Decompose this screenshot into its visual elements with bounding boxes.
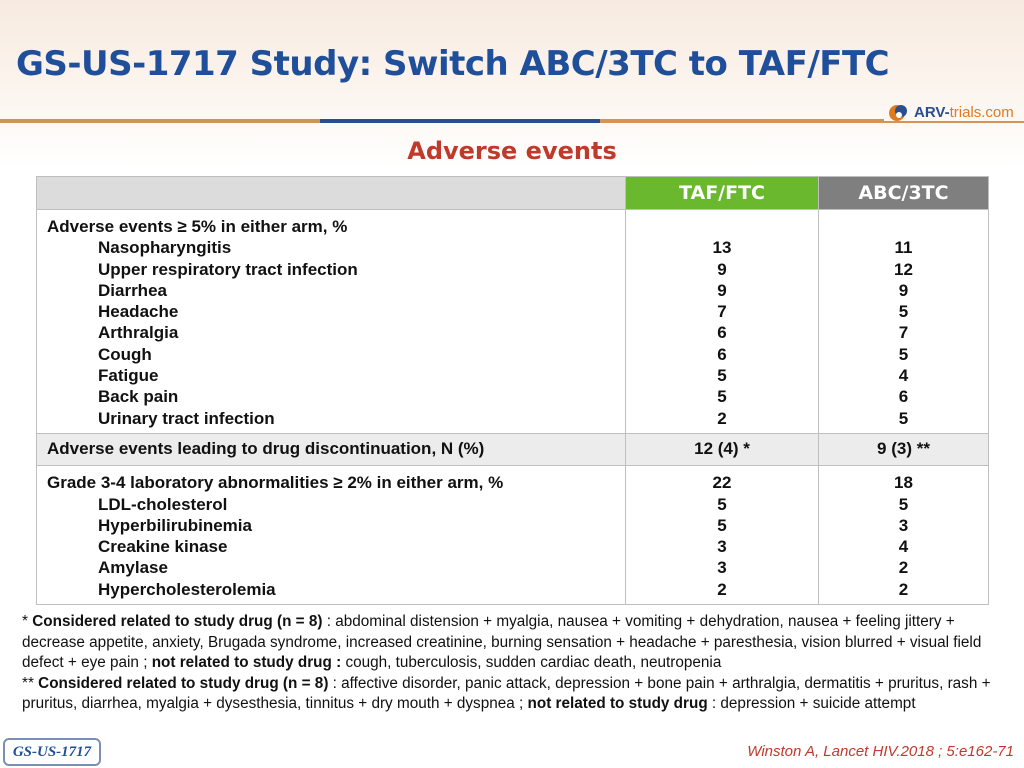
arv-trials-logo: ARV-trials.com bbox=[888, 100, 1018, 128]
column-header-taf-ftc: TAF/FTC bbox=[625, 176, 819, 210]
taf-ftc-values-cell: 12 (4) * bbox=[625, 432, 819, 467]
row-label: Upper respiratory tract infection bbox=[98, 259, 358, 279]
cell-value: 12 bbox=[894, 259, 913, 279]
group-header-value: 12 (4) * bbox=[694, 438, 750, 458]
cell-value: 2 bbox=[898, 558, 909, 578]
cell-value: 2 bbox=[717, 579, 727, 599]
group-header-value: 9 (3) ** bbox=[877, 438, 930, 458]
footnote-2-not-related-label: not related to study drug bbox=[527, 695, 708, 713]
section-title: Adverse events bbox=[407, 137, 617, 165]
taf-ftc-values-cell: 13 9 9 7 6 6 5 5 2 bbox=[625, 209, 819, 434]
adverse-events-table: TAF/FTC ABC/3TC Adverse events ≥ 5% in e… bbox=[36, 176, 989, 606]
footnote-2-not-related-text: : depression + suicide attempt bbox=[707, 695, 916, 713]
group-header-value: 18 bbox=[894, 473, 913, 493]
taf-ftc-values-cell: 22 5 5 3 3 2 bbox=[625, 465, 819, 606]
footnote-1-related-text: : abdominal distension + myalgia, nausea… bbox=[22, 613, 982, 672]
cell-value: 7 bbox=[898, 323, 909, 343]
cell-value: 4 bbox=[898, 537, 909, 557]
cell-value: 5 bbox=[898, 494, 909, 514]
abc-3tc-values-cell: 9 (3) ** bbox=[818, 432, 989, 467]
row-label: LDL-cholesterol bbox=[98, 494, 228, 514]
row-label: Creakine kinase bbox=[98, 537, 228, 557]
study-badge: GS-US-1717 bbox=[3, 738, 101, 766]
citation: Winston A, Lancet HIV.2018 ; 5:e162-71 bbox=[747, 743, 1014, 760]
footnote-2: ** Considered related to study drug (n =… bbox=[22, 674, 1012, 715]
row-label: Hypercholesterolemia bbox=[98, 579, 276, 599]
cell-value: 2 bbox=[898, 579, 909, 599]
group-header-value bbox=[626, 216, 818, 237]
cell-value: 4 bbox=[898, 366, 909, 386]
footnote-2-related-text: : affective disorder, panic attack, depr… bbox=[22, 674, 991, 713]
footnote-2-mark: ** bbox=[22, 674, 39, 692]
title-divider bbox=[0, 119, 884, 123]
cell-value: 5 bbox=[898, 408, 909, 428]
abc-3tc-values-cell: 18 5 3 4 2 2 bbox=[818, 465, 989, 606]
cell-value: 5 bbox=[898, 344, 909, 364]
logo-text: ARV-trials.com bbox=[914, 104, 1014, 121]
cell-value: 7 bbox=[717, 302, 727, 322]
group-header-label: Adverse events ≥ 5% in either arm, % bbox=[47, 217, 348, 236]
group-header-value: 22 bbox=[712, 473, 732, 493]
cell-value: 6 bbox=[898, 387, 909, 407]
row-label: Cough bbox=[98, 344, 152, 364]
cell-value: 11 bbox=[894, 238, 913, 258]
cell-value: 5 bbox=[717, 366, 727, 386]
row-label: Fatigue bbox=[98, 366, 159, 386]
cell-value: 13 bbox=[712, 238, 732, 258]
group-label-cell: Grade 3-4 laboratory abnormalities ≥ 2% … bbox=[36, 465, 626, 606]
logo-divider bbox=[884, 121, 1024, 123]
cell-value: 6 bbox=[717, 344, 727, 364]
table-row-group-lab-abnormalities: Grade 3-4 laboratory abnormalities ≥ 2% … bbox=[36, 465, 989, 606]
footnote-1-related-label: Considered related to study drug (n = 8) bbox=[32, 613, 323, 630]
cell-value: 3 bbox=[717, 558, 727, 578]
row-label: Hyperbilirubinemia bbox=[98, 515, 252, 535]
table-row-group-adverse-events: Adverse events ≥ 5% in either arm, % Nas… bbox=[36, 209, 989, 434]
group-label-cell: Adverse events leading to drug discontin… bbox=[36, 432, 626, 467]
cell-value: 6 bbox=[717, 323, 727, 343]
cell-value: 3 bbox=[717, 537, 727, 557]
footnote-1-mark: * bbox=[22, 613, 33, 630]
cell-value: 5 bbox=[717, 387, 727, 407]
cell-value: 3 bbox=[898, 515, 909, 535]
cell-value: 9 bbox=[717, 280, 727, 300]
group-header-value bbox=[819, 216, 988, 237]
logo-part1: ARV- bbox=[914, 104, 950, 121]
footnote-1: * Considered related to study drug (n = … bbox=[22, 612, 1012, 674]
cell-value: 5 bbox=[717, 494, 727, 514]
group-header-label: Adverse events leading to drug discontin… bbox=[47, 438, 485, 458]
slide-title: GS-US-1717 Study: Switch ABC/3TC to TAF/… bbox=[16, 44, 890, 84]
cell-value: 9 bbox=[717, 259, 727, 279]
group-label-cell: Adverse events ≥ 5% in either arm, % Nas… bbox=[36, 209, 626, 434]
row-label: Urinary tract infection bbox=[98, 408, 275, 428]
logo-mark-icon bbox=[889, 105, 907, 121]
row-label: Diarrhea bbox=[98, 280, 167, 300]
cell-value: 5 bbox=[898, 302, 909, 322]
footnote-2-related-label: Considered related to study drug (n = 8) bbox=[38, 674, 329, 692]
header-blank-cell bbox=[36, 176, 626, 210]
group-header-label: Grade 3-4 laboratory abnormalities ≥ 2% … bbox=[47, 473, 504, 493]
row-label: Arthralgia bbox=[98, 323, 179, 343]
logo-part2: trials bbox=[949, 104, 982, 121]
row-label: Headache bbox=[98, 302, 179, 322]
abc-3tc-values-cell: 11 12 9 5 7 5 4 6 5 bbox=[818, 209, 989, 434]
footnotes: * Considered related to study drug (n = … bbox=[22, 612, 1012, 715]
row-label: Amylase bbox=[98, 558, 168, 578]
cell-value: 9 bbox=[898, 280, 909, 300]
footnote-1-not-related-label: not related to study drug : bbox=[151, 654, 342, 672]
table-row-discontinuation: Adverse events leading to drug discontin… bbox=[36, 432, 989, 467]
table-header-row: TAF/FTC ABC/3TC bbox=[36, 176, 989, 210]
cell-value: 2 bbox=[717, 408, 727, 428]
column-header-abc-3tc: ABC/3TC bbox=[818, 176, 989, 210]
row-label: Back pain bbox=[98, 387, 179, 407]
logo-part3: .com bbox=[981, 104, 1014, 121]
cell-value: 5 bbox=[717, 515, 727, 535]
footnote-1-not-related-text: cough, tuberculosis, sudden cardiac deat… bbox=[341, 654, 722, 672]
row-label: Nasopharyngitis bbox=[98, 238, 232, 258]
